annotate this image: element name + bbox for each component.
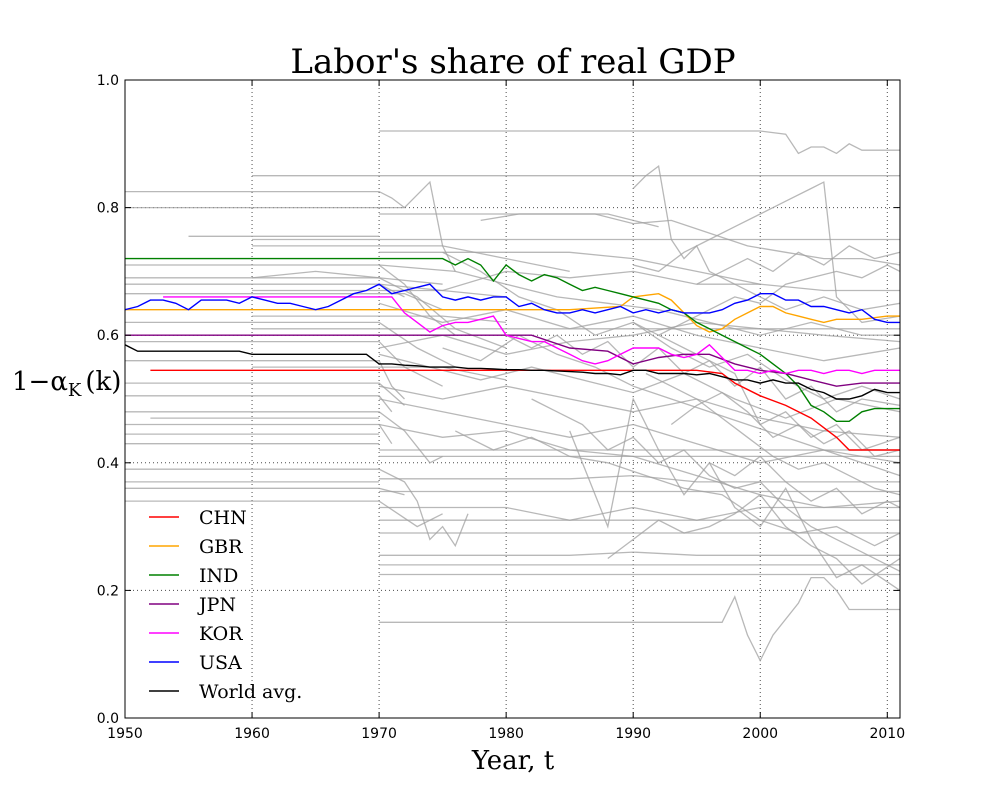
y-tick-label: 0.8: [97, 201, 119, 217]
background-country-line: [633, 181, 901, 324]
x-tick-label: 2000: [742, 726, 778, 742]
background-country-line: [125, 293, 443, 311]
background-country-line: [378, 385, 901, 438]
background-country-line: [531, 398, 901, 572]
x-tick-label: 1960: [234, 726, 270, 742]
x-tick-label: 1970: [361, 726, 397, 742]
legend-label-ind: IND: [199, 565, 238, 587]
x-tick-label: 1990: [615, 726, 651, 742]
background-country-line: [125, 340, 443, 387]
background-country-line: [125, 382, 405, 406]
background-country-line: [378, 321, 901, 355]
y-axis-label-main: 1−α: [12, 367, 68, 397]
background-country-line: [125, 487, 405, 496]
background-country-line: [658, 264, 901, 336]
background-country-line: [125, 360, 405, 400]
y-tick-label: 0.6: [97, 328, 119, 344]
axes-frame: [124, 79, 901, 719]
background-country-lines: [125, 130, 901, 663]
highlighted-series-lines: [124, 257, 900, 451]
background-country-line: [569, 397, 901, 591]
series-line-kor: [163, 296, 900, 375]
background-country-line: [125, 180, 456, 272]
y-axis-label: 1−αK (k): [12, 367, 121, 401]
background-country-line: [645, 372, 901, 496]
legend-label-gbr: GBR: [199, 536, 243, 558]
background-country-line: [125, 395, 393, 413]
background-country-line: [379, 474, 900, 483]
legend-label-jpn: JPN: [197, 594, 236, 616]
background-country-line: [379, 130, 900, 155]
legend-label-kor: KOR: [199, 623, 243, 645]
background-country-line: [379, 551, 900, 556]
background-country-line: [379, 264, 900, 336]
x-tick-label: 1980: [488, 726, 524, 742]
x-axis-label: Year, t: [471, 746, 555, 776]
chart-title: Labor's share of real GDP: [290, 42, 735, 82]
background-country-line: [709, 455, 901, 515]
background-country-line: [125, 411, 443, 464]
background-country-line: [480, 213, 901, 266]
legend-label-world-avg: World avg.: [199, 681, 302, 703]
background-country-line: [378, 302, 901, 362]
legend-label-chn: CHN: [199, 507, 247, 529]
plot-area: 1950 1960 1970 1980 1990 2000 2010 0.0 0.2 0.4 0.6…: [97, 73, 905, 742]
legend-label-usa: USA: [199, 652, 242, 674]
background-country-line: [607, 493, 901, 585]
y-tick-label: 0.2: [97, 583, 119, 599]
background-country-line: [125, 190, 405, 209]
background-country-line: [455, 430, 901, 547]
x-tick-label: 1950: [107, 726, 143, 742]
background-country-line: [379, 506, 900, 521]
series-line-usa: [124, 283, 900, 324]
background-country-line: [379, 576, 900, 663]
background-country-line: [505, 334, 901, 413]
y-axis-label-subscript: K: [68, 380, 82, 401]
series-line-chn: [150, 369, 900, 451]
y-tick-label: 1.0: [97, 73, 119, 89]
background-country-line: [125, 264, 456, 336]
background-country-line: [379, 270, 900, 292]
y-tick-label: 0.0: [97, 711, 119, 727]
background-country-line: [378, 398, 901, 464]
y-tick-label: 0.4: [97, 456, 119, 472]
axis-ticks: 1950 1960 1970 1980 1990 2000 2010 0.0 0.2 0.4 0.6…: [97, 73, 905, 742]
background-country-line: [251, 270, 443, 285]
series-line-world-avg: [124, 344, 900, 400]
background-country-line: [378, 353, 901, 419]
background-country-line: [670, 391, 901, 458]
series-line-gbr: [125, 292, 900, 333]
series-line-ind: [125, 257, 900, 422]
y-axis-label-tail: (k): [85, 367, 121, 397]
background-country-line: [252, 315, 507, 324]
background-country-line: [696, 245, 901, 285]
legend: CHN GBR IND JPN KOR USA World avg.: [149, 507, 302, 703]
background-country-line: [632, 164, 901, 311]
x-tick-label: 2010: [869, 726, 905, 742]
